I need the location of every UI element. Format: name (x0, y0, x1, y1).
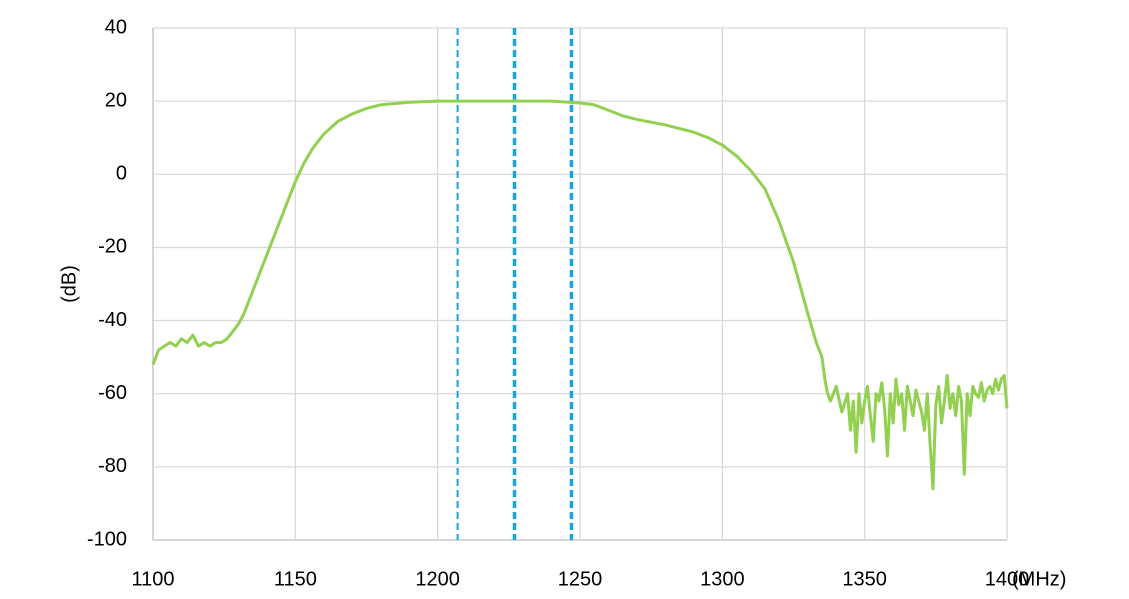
y-tick-label: -20 (98, 236, 127, 258)
y-tick-label: 0 (116, 163, 127, 185)
x-tick-label: 1100 (131, 568, 174, 590)
y-tick-label: -40 (98, 309, 127, 331)
x-tick-label: 1200 (415, 568, 460, 590)
y-tick-label: -60 (98, 382, 127, 404)
y-tick-label: 40 (105, 16, 127, 38)
x-tick-label: 1300 (700, 568, 745, 590)
data-line (151, 99, 1009, 491)
x-tick-label: 1350 (842, 568, 887, 590)
y-tick-label: 20 (105, 89, 127, 111)
x-tick-label: 1250 (558, 568, 603, 590)
y-tick-label: -80 (98, 455, 127, 477)
y-axis-label: (dB) (58, 265, 80, 303)
y-tick-label: -100 (87, 528, 127, 550)
x-tick-label: 1400 (985, 568, 1030, 590)
x-axis-label: (MHz) (1012, 568, 1066, 590)
x-tick-label: 1150 (274, 568, 317, 590)
